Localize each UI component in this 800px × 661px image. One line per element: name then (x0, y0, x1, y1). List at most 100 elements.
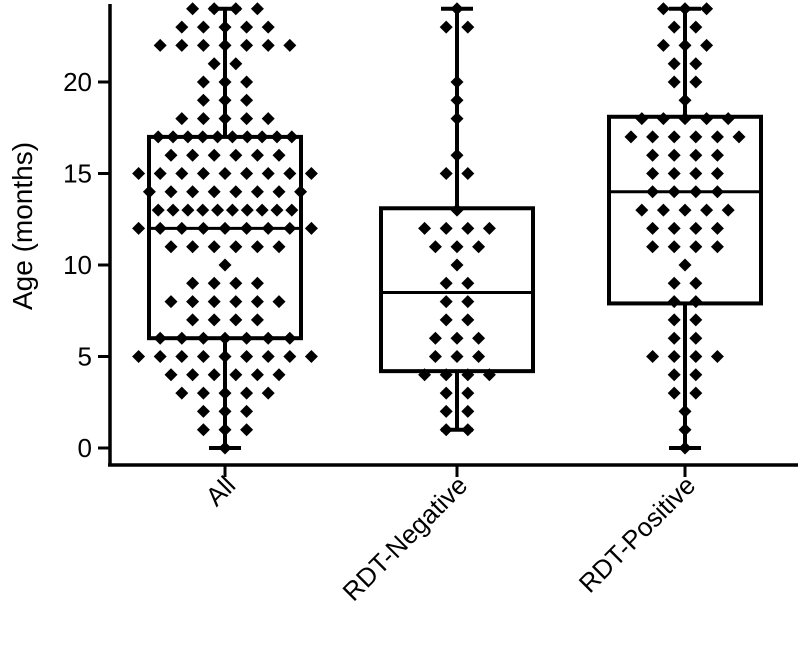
data-point (461, 167, 475, 180)
data-point (240, 112, 254, 126)
data-point (304, 167, 318, 180)
x-ticks: All RDT-Negative RDT-Positive (200, 465, 701, 607)
data-point (646, 221, 660, 235)
data-point (283, 350, 297, 363)
data-point (667, 368, 681, 382)
data-point (207, 240, 221, 254)
data-point (240, 423, 254, 437)
data-point (207, 148, 221, 162)
data-point (196, 423, 210, 437)
data-point (207, 276, 221, 290)
data-point (261, 20, 275, 34)
data-point (229, 148, 243, 162)
data-point (196, 38, 210, 52)
y-tick-label: 10 (63, 250, 92, 280)
data-point (175, 386, 189, 400)
data-point (270, 203, 284, 217)
data-point (272, 368, 286, 382)
data-point (710, 167, 724, 180)
data-point (461, 20, 475, 34)
data-point (196, 386, 210, 400)
data-point (186, 295, 200, 309)
data-point (439, 276, 453, 290)
box-iqr (607, 114, 763, 306)
data-point (261, 350, 275, 363)
data-point (186, 313, 200, 327)
data-point (166, 203, 180, 217)
data-point (229, 57, 243, 71)
data-point (667, 20, 681, 34)
data-point (439, 295, 453, 309)
x-tick-label: RDT-Positive (573, 470, 701, 598)
data-point (667, 130, 681, 144)
data-point (428, 240, 442, 254)
data-point (250, 313, 264, 327)
data-point (283, 38, 297, 52)
data-point (667, 331, 681, 345)
data-point (689, 57, 703, 71)
data-point (689, 75, 703, 89)
data-point (240, 75, 254, 89)
data-point (689, 350, 703, 363)
data-point (710, 221, 724, 235)
data-point (689, 313, 703, 327)
data-point (710, 130, 724, 144)
data-point (482, 221, 496, 235)
data-point (196, 167, 210, 180)
data-point (461, 221, 475, 235)
data-point (250, 2, 264, 16)
box-all (147, 6, 303, 450)
data-point (196, 93, 210, 107)
data-point (196, 20, 210, 34)
data-point (304, 350, 318, 363)
data-point (175, 350, 189, 363)
data-point (250, 185, 264, 199)
data-point (207, 295, 221, 309)
data-point (186, 148, 200, 162)
data-point (461, 295, 475, 309)
data-point (428, 350, 442, 363)
data-point (229, 185, 243, 199)
box-rdt-positive (607, 6, 763, 450)
data-point (272, 240, 286, 254)
data-point (181, 203, 195, 217)
data-point (689, 240, 703, 254)
data-point (186, 368, 200, 382)
data-point (646, 240, 660, 254)
data-point (283, 167, 297, 180)
data-point (132, 167, 146, 180)
data-point (656, 38, 670, 52)
data-point (240, 350, 254, 363)
data-point (175, 112, 189, 126)
data-point (229, 276, 243, 290)
data-point (439, 221, 453, 235)
data-point (689, 386, 703, 400)
data-point (196, 112, 210, 126)
data-point (255, 203, 269, 217)
data-point (225, 203, 239, 217)
data-point (461, 386, 475, 400)
data-point (211, 203, 225, 217)
data-point (175, 20, 189, 34)
data-point (229, 368, 243, 382)
data-point (700, 38, 714, 52)
y-tick-label: 15 (63, 159, 92, 189)
data-point (186, 185, 200, 199)
data-point (646, 148, 660, 162)
data-point (667, 386, 681, 400)
data-point (667, 240, 681, 254)
data-point (250, 240, 264, 254)
data-point (272, 148, 286, 162)
data-point (285, 203, 299, 217)
data-point (196, 75, 210, 89)
data-point (689, 276, 703, 290)
data-point (689, 130, 703, 144)
data-point (439, 404, 453, 418)
box-rdt-negative (379, 6, 535, 432)
y-tick-label: 5 (78, 342, 92, 372)
data-point (250, 368, 264, 382)
data-point (732, 130, 746, 144)
data-point (250, 148, 264, 162)
box-iqr (147, 134, 303, 341)
